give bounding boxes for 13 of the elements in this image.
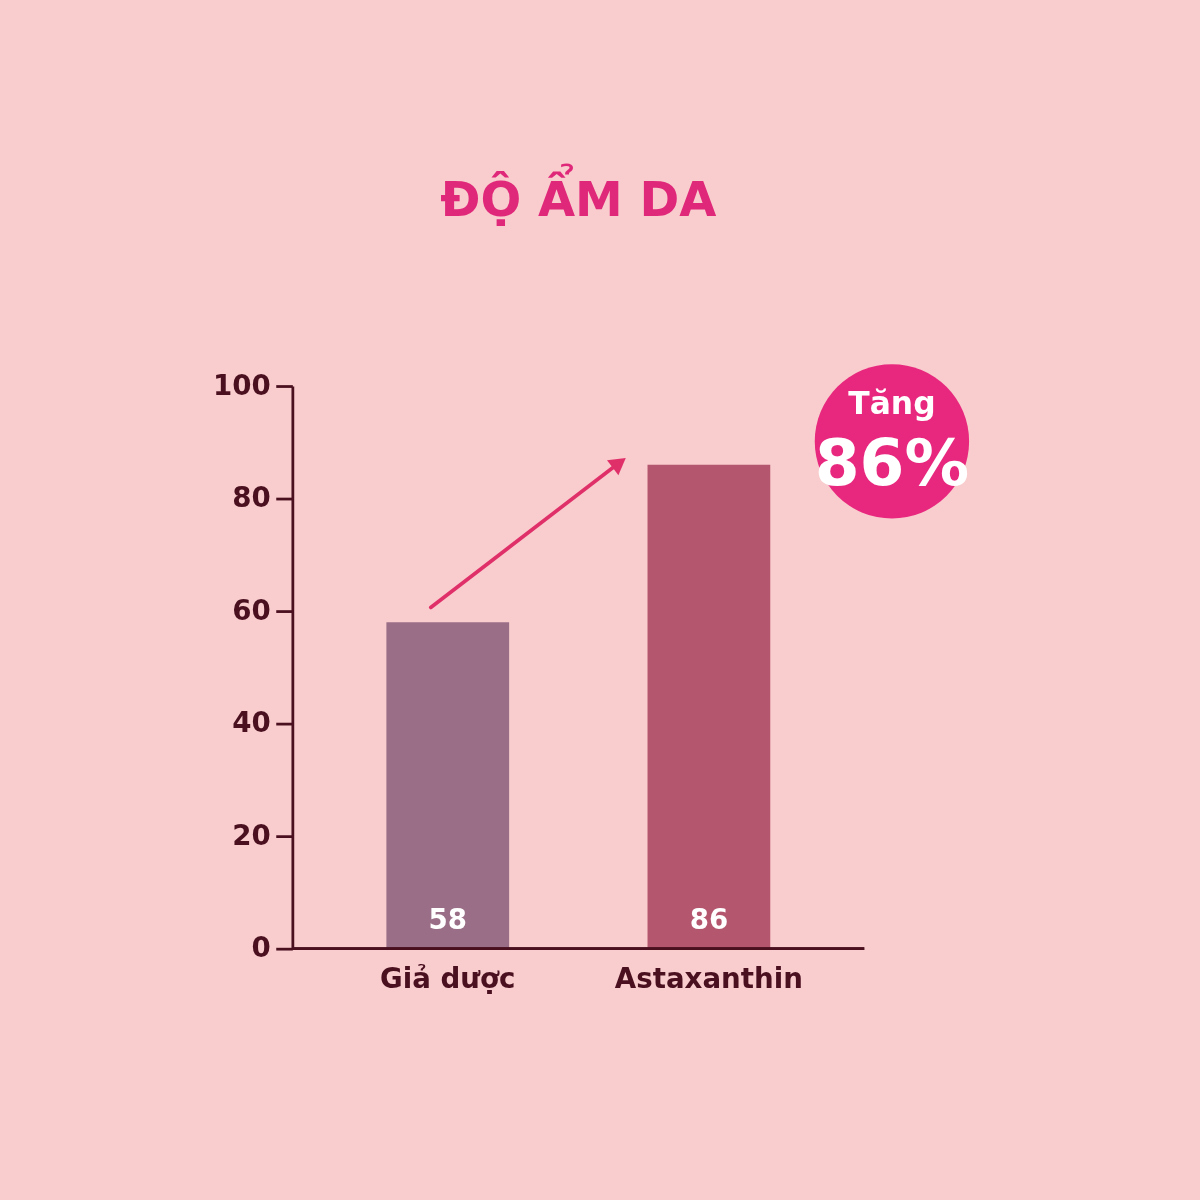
- x-tick-label: Astaxanthin: [614, 961, 803, 995]
- x-tick-label: Giả dược: [380, 961, 516, 995]
- data-label: 86: [689, 903, 729, 937]
- y-tick-label: 20: [232, 818, 271, 852]
- annotation: 86%: [814, 424, 970, 500]
- data-label: 58: [428, 903, 468, 937]
- y-tick-label: 80: [232, 481, 271, 515]
- y-tick-label: 40: [232, 706, 271, 740]
- chart-title: ĐỘ ẨM DA: [440, 162, 717, 227]
- annotation: Tăng: [848, 384, 936, 421]
- y-tick-label: 100: [212, 368, 271, 402]
- y-tick-label: 0: [251, 931, 271, 965]
- y-tick-label: 60: [232, 593, 271, 627]
